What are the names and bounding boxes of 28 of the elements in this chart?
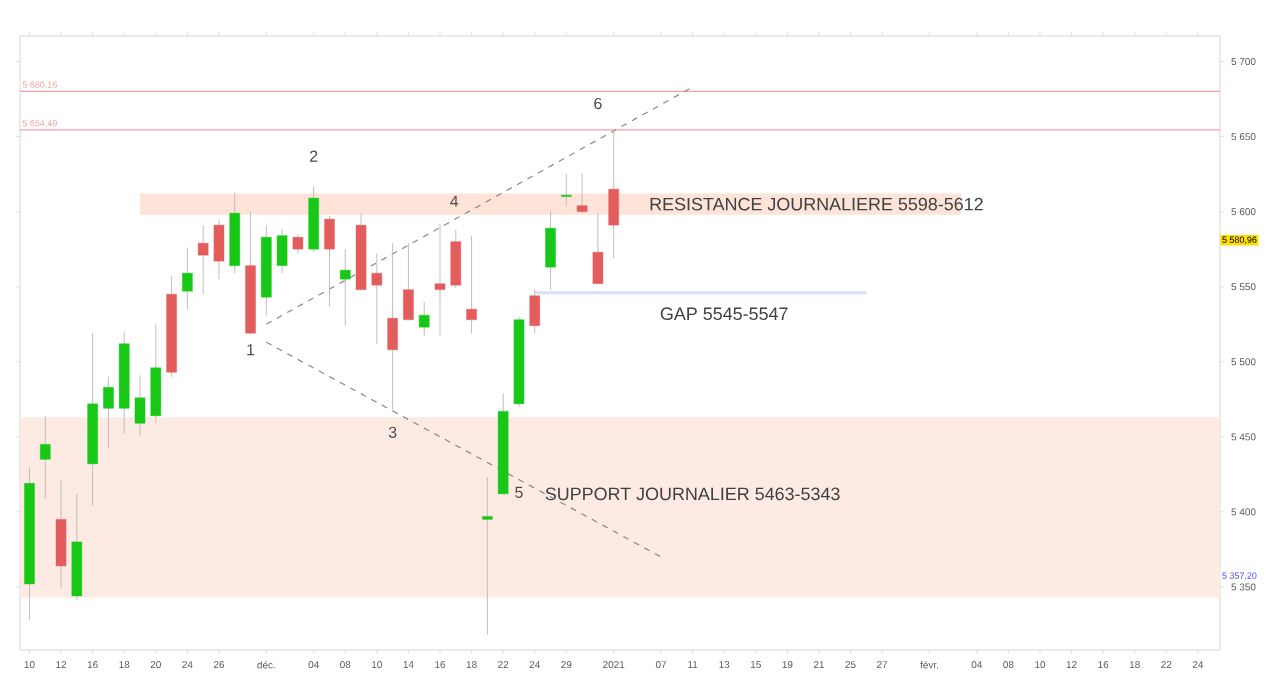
candlestick [103, 376, 114, 448]
candlestick [592, 212, 604, 285]
candlestick [371, 253, 383, 345]
candlestick [340, 248, 351, 327]
candlestick [55, 479, 67, 589]
band-label: RESISTANCE JOURNALIERE 5598-5612 [650, 197, 983, 211]
candlestick [40, 415, 51, 499]
candlestick [182, 247, 193, 310]
candlestick [276, 229, 288, 274]
band-label: SUPPORT JOURNALIER 5463-5343 [545, 487, 840, 501]
candlestick [576, 173, 588, 214]
candlestick [387, 242, 398, 411]
candlestick [545, 209, 556, 291]
candlestick [292, 233, 304, 255]
candlestick [213, 218, 225, 280]
candlestick [418, 301, 430, 337]
candlestick [403, 242, 414, 321]
candlestick [450, 229, 462, 289]
candlestick [608, 130, 619, 259]
candlestick [529, 289, 540, 334]
candlestick [434, 223, 446, 337]
candlestick [324, 215, 335, 307]
candlestick [134, 374, 146, 436]
candlestick [466, 235, 477, 334]
candlestick [197, 224, 209, 295]
candlestick [482, 476, 493, 636]
candlestick [561, 173, 572, 207]
band-label: GAP 5545-5547 [660, 307, 788, 321]
